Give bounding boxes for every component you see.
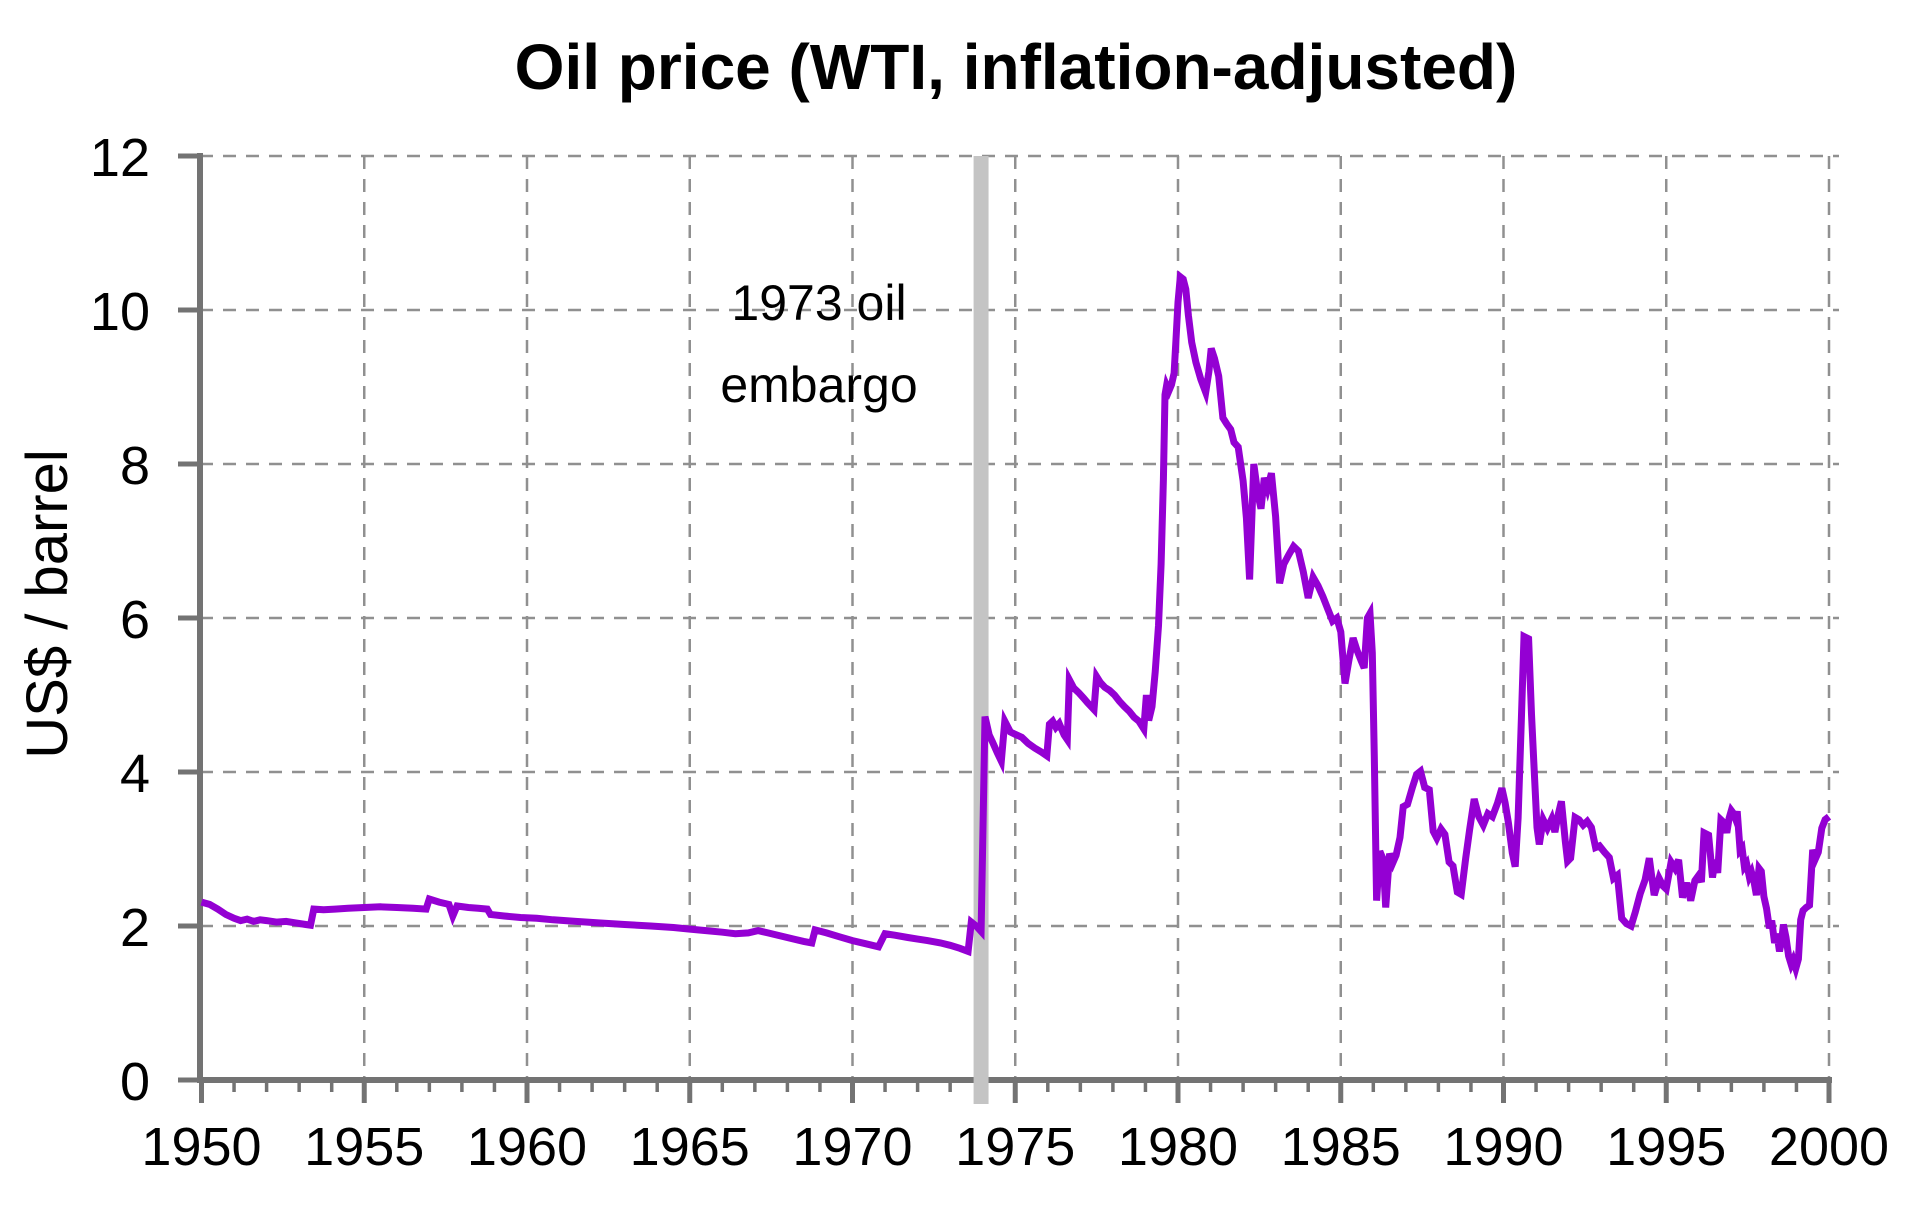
x-tick-label-2000: 2000 [1769,1117,1889,1177]
y-tick-label-4: 4 [120,744,150,804]
embargo-annotation-line1: 1973 oil [731,275,907,331]
x-tick-label-1960: 1960 [467,1117,587,1177]
y-axis-title: US$ / barrel [15,449,80,759]
x-tick-label-1980: 1980 [1118,1117,1238,1177]
price-line [200,270,1832,981]
x-tick-label-1975: 1975 [955,1117,1075,1177]
y-tick-label-8: 8 [120,436,150,496]
y-tick-label-6: 6 [120,590,150,650]
y-tick-label-12: 12 [90,128,150,188]
x-tick-label-1950: 1950 [141,1117,261,1177]
embargo-band [973,156,989,1104]
x-tick-label-1965: 1965 [630,1117,750,1177]
chart-title: Oil price (WTI, inflation-adjusted) [514,31,1518,103]
x-tick-label-1985: 1985 [1281,1117,1401,1177]
x-tick-label-1955: 1955 [304,1117,424,1177]
embargo-annotation: 1973 oil embargo [720,262,917,426]
y-tick-label-0: 0 [120,1052,150,1112]
embargo-annotation-line2: embargo [720,357,918,413]
x-tick-label-1995: 1995 [1606,1117,1726,1177]
y-tick-label-2: 2 [120,898,150,958]
x-tick-label-1990: 1990 [1443,1117,1563,1177]
x-tick-label-1970: 1970 [792,1117,912,1177]
y-tick-label-10: 10 [90,282,150,342]
